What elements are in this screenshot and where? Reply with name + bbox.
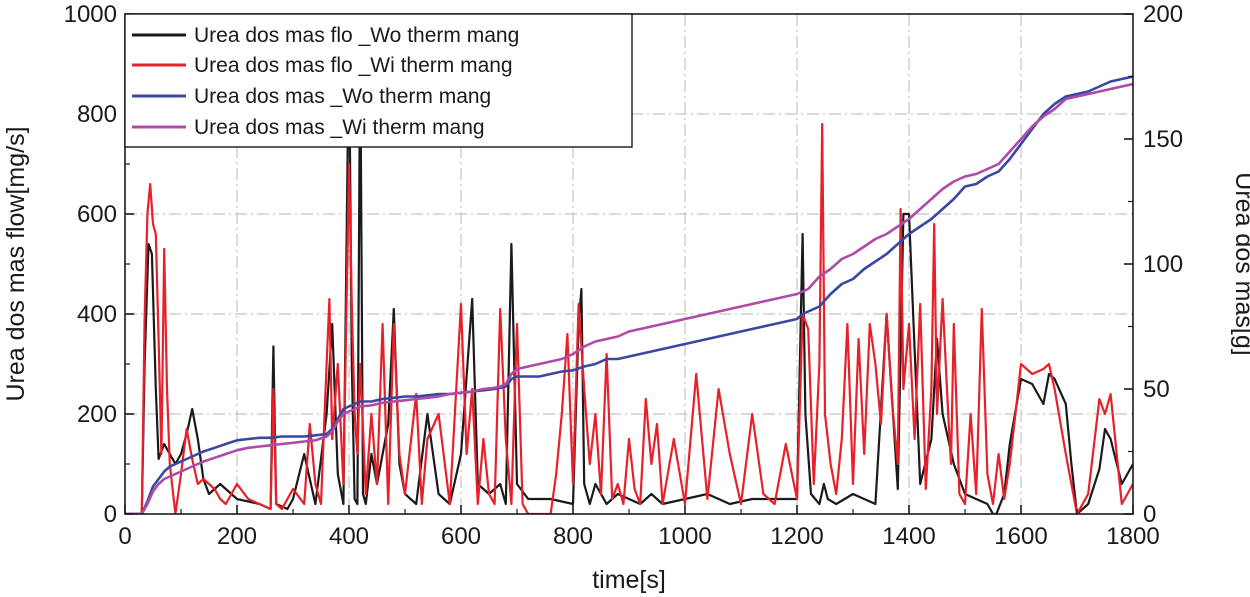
x-axis-title: time[s]	[592, 566, 666, 594]
series-line-mass-wi	[125, 82, 1133, 514]
series-line-flow-wi	[125, 122, 1133, 514]
series-lines	[125, 37, 1133, 514]
y-right-tick-label: 200	[1143, 1, 1183, 28]
y-left-tick-label: 0	[104, 501, 117, 528]
legend-label-flow-wo: Urea dos mas flo _Wo therm mang	[194, 24, 519, 47]
y-left-tick-label: 1000	[64, 1, 117, 28]
x-tick-label: 600	[441, 523, 481, 550]
y-axis-left-title: Urea dos mas flow[mg/s]	[2, 126, 30, 401]
legend-label-flow-wi: Urea dos mas flo _Wi therm mang	[194, 54, 513, 77]
y-left-tick-label: 800	[77, 101, 117, 128]
legend-label-mass-wi: Urea dos mas _Wi therm mang	[194, 116, 485, 139]
x-tick-label: 200	[217, 523, 257, 550]
y-right-tick-label: 0	[1143, 501, 1156, 528]
x-tick-label: 400	[329, 523, 369, 550]
x-tick-label: 1800	[1106, 523, 1159, 550]
x-tick-label: 800	[553, 523, 593, 550]
legend-label-mass-wo: Urea dos mas _Wo therm mang	[194, 85, 491, 108]
axis-tick-labels: 0 200 400 600 800 1000 1200 1400 1600 18000200400…	[64, 1, 1183, 550]
axis-ticks	[124, 13, 1134, 515]
legend: Urea dos mas flo _Wo therm mang Urea dos…	[124, 13, 633, 148]
x-tick-label: 0	[118, 523, 131, 550]
y-left-tick-label: 200	[77, 401, 117, 428]
y-axis-right-title: Urea dos mas[g]	[1230, 172, 1250, 355]
y-right-tick-label: 50	[1143, 376, 1170, 403]
x-tick-label: 1600	[994, 523, 1047, 550]
y-right-tick-label: 100	[1143, 251, 1183, 278]
x-tick-label: 1200	[770, 523, 823, 550]
y-left-tick-label: 400	[77, 301, 117, 328]
y-left-tick-label: 600	[77, 201, 117, 228]
x-tick-label: 1000	[658, 523, 711, 550]
series-line-mass-wo	[125, 75, 1133, 514]
legend-box	[124, 13, 633, 148]
x-tick-label: 1400	[882, 523, 935, 550]
y-right-tick-label: 150	[1143, 126, 1183, 153]
